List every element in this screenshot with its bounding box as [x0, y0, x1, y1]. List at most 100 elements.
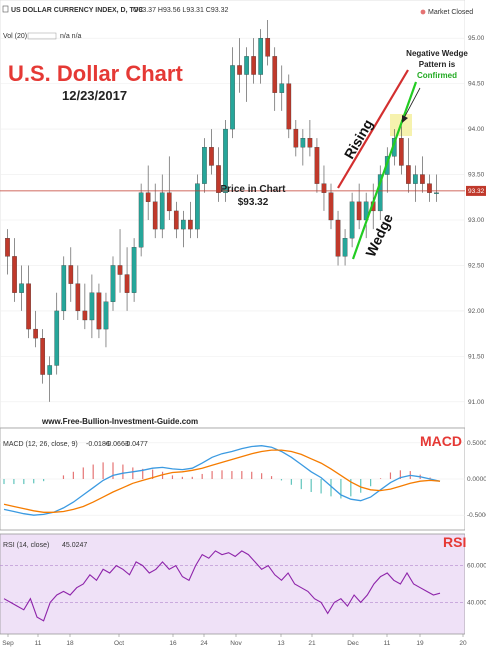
candle-body [328, 192, 334, 221]
price-tick-label: 93.00 [468, 217, 485, 224]
price-tick-label: 92.00 [468, 308, 485, 315]
negative-wedge-line1: Negative Wedge [406, 49, 468, 58]
candle-body [307, 138, 313, 148]
candle-body [321, 183, 327, 193]
candle-body [314, 147, 320, 184]
candle-body [159, 192, 165, 230]
candle-body [223, 128, 228, 193]
candle-body [209, 147, 214, 166]
x-tick-label: Dec [347, 640, 359, 647]
x-tick-label: Oct [114, 640, 124, 647]
candle-body [124, 274, 130, 293]
x-tick-label: 11 [35, 640, 42, 647]
wedge-pointer-arrow [403, 87, 421, 119]
candle-body [216, 165, 221, 193]
x-tick-label: 24 [200, 640, 208, 647]
volume-label: Vol (20) [3, 33, 27, 40]
price-tick-label: 94.00 [468, 126, 485, 133]
price-in-chart-label: Price in Chart [220, 184, 286, 195]
candle-body [110, 265, 116, 302]
candle-body [279, 83, 285, 93]
price-tick-label: 92.50 [468, 262, 485, 269]
x-tick-label: Nov [230, 640, 242, 647]
candle-body [12, 256, 17, 293]
macd-big-label: MACD [420, 433, 462, 449]
candle-body [33, 328, 38, 339]
candle-body [82, 310, 88, 321]
candle-body [61, 265, 67, 312]
x-tick-label: 18 [66, 640, 74, 647]
price-tick-label: 95.00 [468, 35, 485, 42]
candle-body [47, 365, 53, 375]
candle-body [265, 38, 271, 57]
candle-body [173, 210, 179, 230]
candle-body [5, 238, 10, 257]
price-tick-label: 94.50 [468, 81, 485, 88]
macd-tick-label: -0.5000 [467, 512, 486, 519]
candle-body [293, 128, 299, 148]
signal-line [3, 449, 441, 513]
rsi-panel-bg [0, 533, 466, 635]
market-status-icon [420, 9, 426, 15]
candle-body [272, 56, 278, 93]
candle-body [258, 38, 264, 75]
candle-body [75, 283, 81, 312]
candle-body [342, 238, 348, 257]
rsi-value: 45.0247 [62, 542, 87, 549]
macd-line [3, 445, 441, 516]
candle-body [180, 219, 186, 230]
macd-y-axis: 0.5000 0.0000 -0.5000 [467, 440, 486, 519]
candle-body [356, 201, 362, 221]
candle-body [230, 65, 235, 130]
rsi-grid [0, 565, 465, 603]
chart-title: U.S. Dollar Chart [8, 61, 183, 86]
macd-value-3: -0.0477 [124, 441, 148, 448]
ohlc-values: O93.37 H93.56 L93.31 C93.32 [133, 7, 228, 14]
macd-value-2: -0.0663 [105, 441, 129, 448]
candle-body [237, 65, 242, 75]
negative-wedge-line3: Confirmed [417, 71, 457, 80]
candle-body [202, 147, 207, 184]
candle-body [420, 174, 425, 184]
time-x-axis: Sep 11 18 Oct 16 24 Nov 13 21 Dec 11 19 20 [2, 634, 467, 647]
candle-body [427, 183, 432, 193]
candle-body [188, 219, 193, 230]
candle-body [377, 174, 383, 212]
candle-body [145, 192, 151, 202]
candle-body [138, 192, 144, 248]
candle-body [96, 292, 102, 330]
candle-body [398, 138, 404, 166]
rising-wedge-upper-line [337, 69, 409, 189]
price-tick-label: 93.50 [468, 172, 485, 179]
rsi-big-label: RSI [443, 534, 466, 550]
candle-body [131, 247, 137, 293]
candle-body [251, 56, 256, 75]
rsi-tick-label: 60.0000 [467, 563, 486, 570]
candle-body [300, 138, 306, 148]
x-tick-label: 20 [459, 640, 467, 647]
rsi-panel-title: RSI (14, close) [3, 542, 49, 549]
macd-value-1: -0.0186 [86, 441, 110, 448]
negative-wedge-line2: Pattern is [419, 60, 456, 69]
volume-settings-icons[interactable] [27, 32, 57, 40]
candle-body [244, 56, 249, 75]
right-axis-strip [465, 0, 486, 650]
candle-body [152, 201, 158, 230]
candle-body [406, 165, 411, 184]
candle-body [68, 265, 74, 284]
candle-body [40, 338, 46, 375]
candle-body [19, 283, 24, 293]
macd-tick-label: 0.0000 [467, 476, 486, 483]
candle-body [54, 310, 60, 366]
x-tick-label: 16 [169, 640, 177, 647]
candle-body [103, 301, 109, 330]
candle-body [286, 83, 292, 130]
last-price-tag-bg [466, 185, 486, 196]
x-tick-label: 21 [308, 640, 316, 647]
candle-body [434, 192, 439, 194]
candle-body [195, 183, 200, 230]
website-watermark: www.Free-Bullion-Investment-Guide.com [41, 417, 198, 426]
macd-tick-label: 0.5000 [467, 440, 486, 447]
symbol-title: US DOLLAR CURRENCY INDEX, D, TVC [11, 7, 144, 14]
